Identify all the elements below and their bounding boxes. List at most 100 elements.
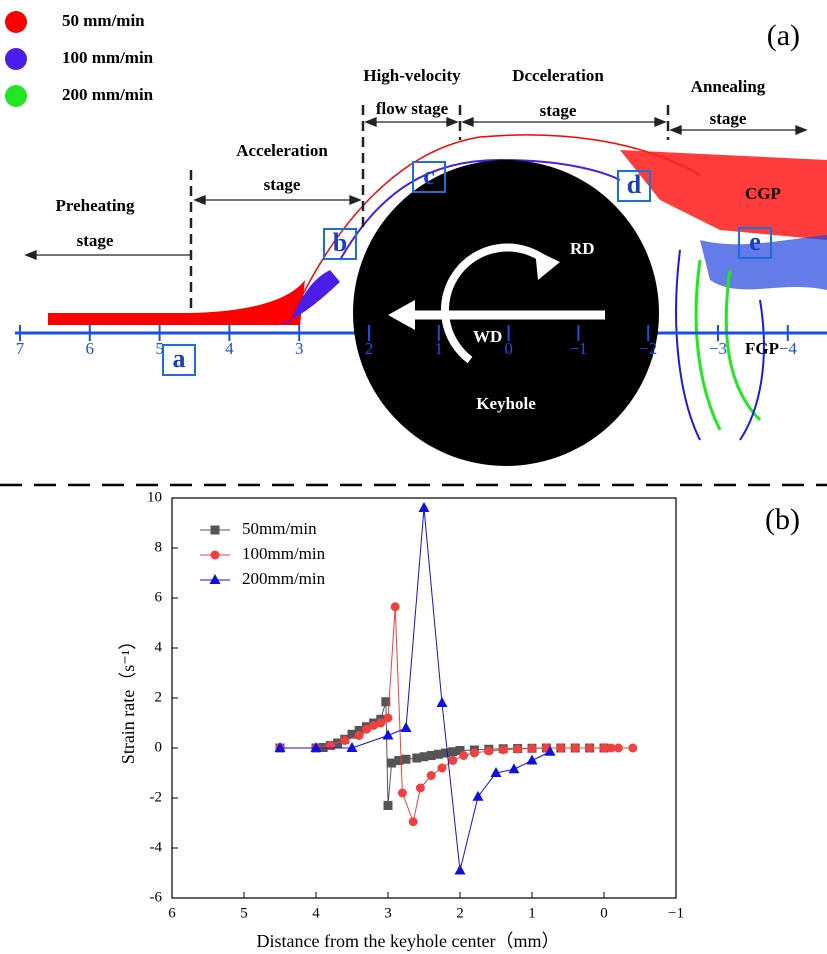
legend-label: 200 mm/min bbox=[62, 85, 154, 104]
stage-label: Annealing bbox=[691, 77, 766, 96]
y-tick-label: 4 bbox=[155, 639, 163, 655]
marker bbox=[606, 743, 616, 753]
ruler-label: 5 bbox=[155, 339, 164, 358]
marker bbox=[361, 724, 371, 734]
marker bbox=[310, 742, 322, 752]
stage-box-label: c bbox=[423, 161, 435, 190]
marker bbox=[433, 749, 443, 759]
y-axis-title: Strain rate（s⁻¹） bbox=[118, 632, 138, 764]
y-tick-label: 0 bbox=[155, 739, 163, 755]
blue-streaks bbox=[675, 249, 765, 441]
marker bbox=[274, 742, 286, 752]
marker bbox=[448, 756, 458, 765]
marker bbox=[498, 745, 508, 755]
marker bbox=[469, 748, 479, 758]
marker bbox=[401, 754, 411, 764]
stage-box bbox=[617, 170, 651, 202]
x-tick-label: 4 bbox=[312, 905, 320, 921]
blue-band bbox=[270, 270, 340, 327]
stage-dividers bbox=[189, 105, 670, 312]
marker bbox=[454, 864, 466, 875]
stage-label: Preheating bbox=[55, 196, 135, 215]
marker bbox=[508, 763, 520, 774]
x-tick-label: 2 bbox=[456, 905, 464, 921]
stage-box-label: d bbox=[627, 170, 642, 199]
x-tick-label: −1 bbox=[668, 905, 684, 921]
marker bbox=[426, 751, 436, 760]
marker bbox=[459, 751, 469, 760]
x-tick-label: 6 bbox=[168, 905, 176, 921]
marker bbox=[426, 771, 436, 780]
legend-label: 100mm/min bbox=[242, 544, 326, 563]
marker bbox=[585, 743, 595, 753]
legend-marker bbox=[209, 574, 221, 584]
stage-box bbox=[162, 344, 196, 376]
x-axis-title: Distance from the keyhole center（mm） bbox=[257, 931, 560, 951]
marker bbox=[340, 736, 350, 745]
marker bbox=[570, 743, 580, 753]
stage-label: High-velocity bbox=[363, 66, 461, 85]
marker bbox=[513, 744, 523, 754]
ruler-label: 1 bbox=[435, 339, 444, 358]
marker bbox=[394, 756, 404, 765]
marker bbox=[354, 726, 364, 735]
marker bbox=[418, 502, 430, 512]
green-streaks bbox=[694, 259, 762, 431]
marker bbox=[599, 743, 609, 753]
marker bbox=[354, 731, 364, 740]
ruler-label: 4 bbox=[225, 339, 234, 358]
marker bbox=[490, 767, 502, 777]
stage-label: stage bbox=[77, 231, 114, 250]
legend-label: 100 mm/min bbox=[62, 48, 154, 67]
stage-arrows bbox=[24, 117, 808, 260]
series-line bbox=[280, 606, 633, 824]
marker bbox=[628, 743, 638, 753]
y-tick-label: 10 bbox=[147, 489, 162, 505]
x-tick-label: 1 bbox=[528, 905, 536, 921]
marker bbox=[544, 745, 556, 756]
stage-box bbox=[738, 227, 772, 259]
x-tick-label: 3 bbox=[384, 905, 392, 921]
fgp-label: FGP bbox=[745, 339, 779, 358]
y-tick-label: -6 bbox=[150, 889, 163, 905]
legend-label: 200mm/min bbox=[242, 569, 326, 588]
marker bbox=[390, 602, 400, 612]
ruler-label: −1 bbox=[569, 339, 587, 358]
flow-arc-blue bbox=[339, 158, 621, 261]
legend-label: 50mm/min bbox=[242, 519, 317, 538]
marker bbox=[484, 746, 494, 756]
marker bbox=[347, 729, 357, 739]
legend-marker bbox=[210, 525, 220, 535]
red-band bbox=[48, 280, 305, 325]
marker bbox=[383, 801, 393, 810]
cgp-region bbox=[620, 150, 827, 240]
legend-dot bbox=[5, 85, 27, 107]
legend-dot bbox=[5, 11, 27, 33]
marker bbox=[556, 743, 566, 753]
wd-label: WD bbox=[473, 327, 502, 346]
stage-label: Dcceleration bbox=[512, 66, 604, 85]
flow-arc bbox=[299, 134, 701, 301]
marker bbox=[441, 748, 451, 758]
stage-box-label: b bbox=[333, 228, 347, 257]
marker bbox=[382, 729, 394, 740]
marker bbox=[397, 788, 407, 798]
x-tick-label: 5 bbox=[240, 905, 248, 921]
stage-label: stage bbox=[710, 109, 747, 128]
marker bbox=[526, 754, 538, 765]
ruler-label: −4 bbox=[779, 339, 798, 358]
marker bbox=[436, 697, 448, 707]
ruler-label: −2 bbox=[639, 339, 657, 358]
stage-label: stage bbox=[540, 101, 577, 120]
marker bbox=[369, 721, 379, 730]
legend-marker bbox=[210, 550, 220, 560]
marker bbox=[387, 758, 397, 768]
marker bbox=[381, 697, 391, 707]
stage-box bbox=[323, 228, 357, 260]
stage-label: Acceleration bbox=[236, 141, 328, 160]
weld-arrowhead bbox=[388, 300, 415, 330]
y-tick-label: 6 bbox=[155, 589, 163, 605]
marker bbox=[419, 752, 429, 762]
